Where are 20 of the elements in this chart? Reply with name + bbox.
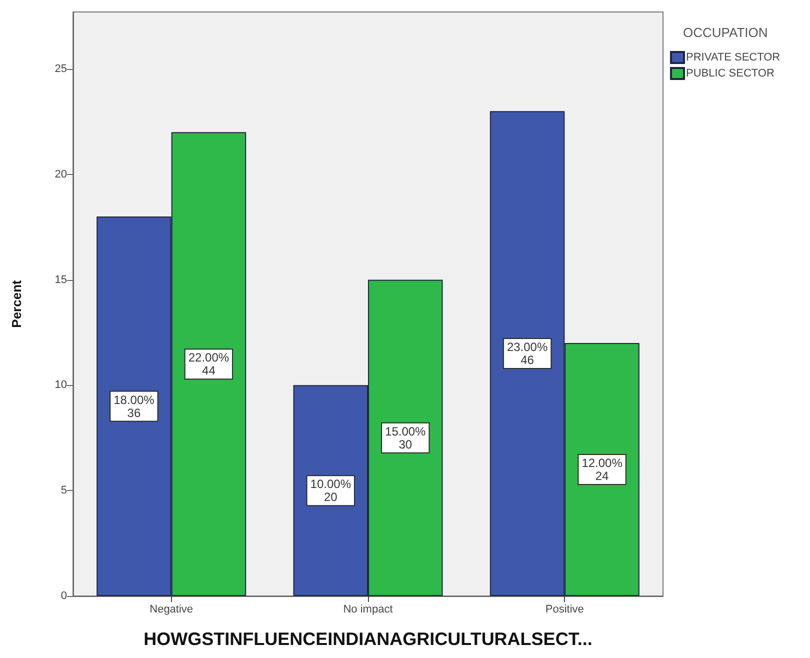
y-tick-label: 20 <box>54 168 67 180</box>
legend-label: PRIVATE SECTOR <box>686 52 780 64</box>
data-label: 15.00% 30 <box>385 424 426 452</box>
x-tick-label: Negative <box>150 604 194 616</box>
y-axis-title: Percent <box>9 279 24 328</box>
x-axis-title: HOWGSTINFLUENCEINDIANAGRICULTURALSECT... <box>144 629 592 649</box>
y-tick-label: 0 <box>60 590 67 602</box>
data-label: 18.00% 36 <box>114 392 155 420</box>
y-tick-label: 10 <box>54 379 67 392</box>
legend-title: OCCUPATION <box>683 25 768 40</box>
data-label: 23.00% 46 <box>506 340 548 368</box>
data-label: 22.00% 44 <box>188 350 230 378</box>
y-tick-label: 15 <box>54 274 67 286</box>
legend-label: PUBLIC SECTOR <box>686 68 774 80</box>
data-label: 12.00% 24 <box>582 456 623 483</box>
x-tick-label: No impact <box>343 604 393 616</box>
data-label: 10.00% 20 <box>310 477 352 504</box>
x-tick-label: Positive <box>545 604 584 616</box>
y-tick-label: 25 <box>54 62 67 75</box>
y-tick-label: 5 <box>60 484 67 497</box>
